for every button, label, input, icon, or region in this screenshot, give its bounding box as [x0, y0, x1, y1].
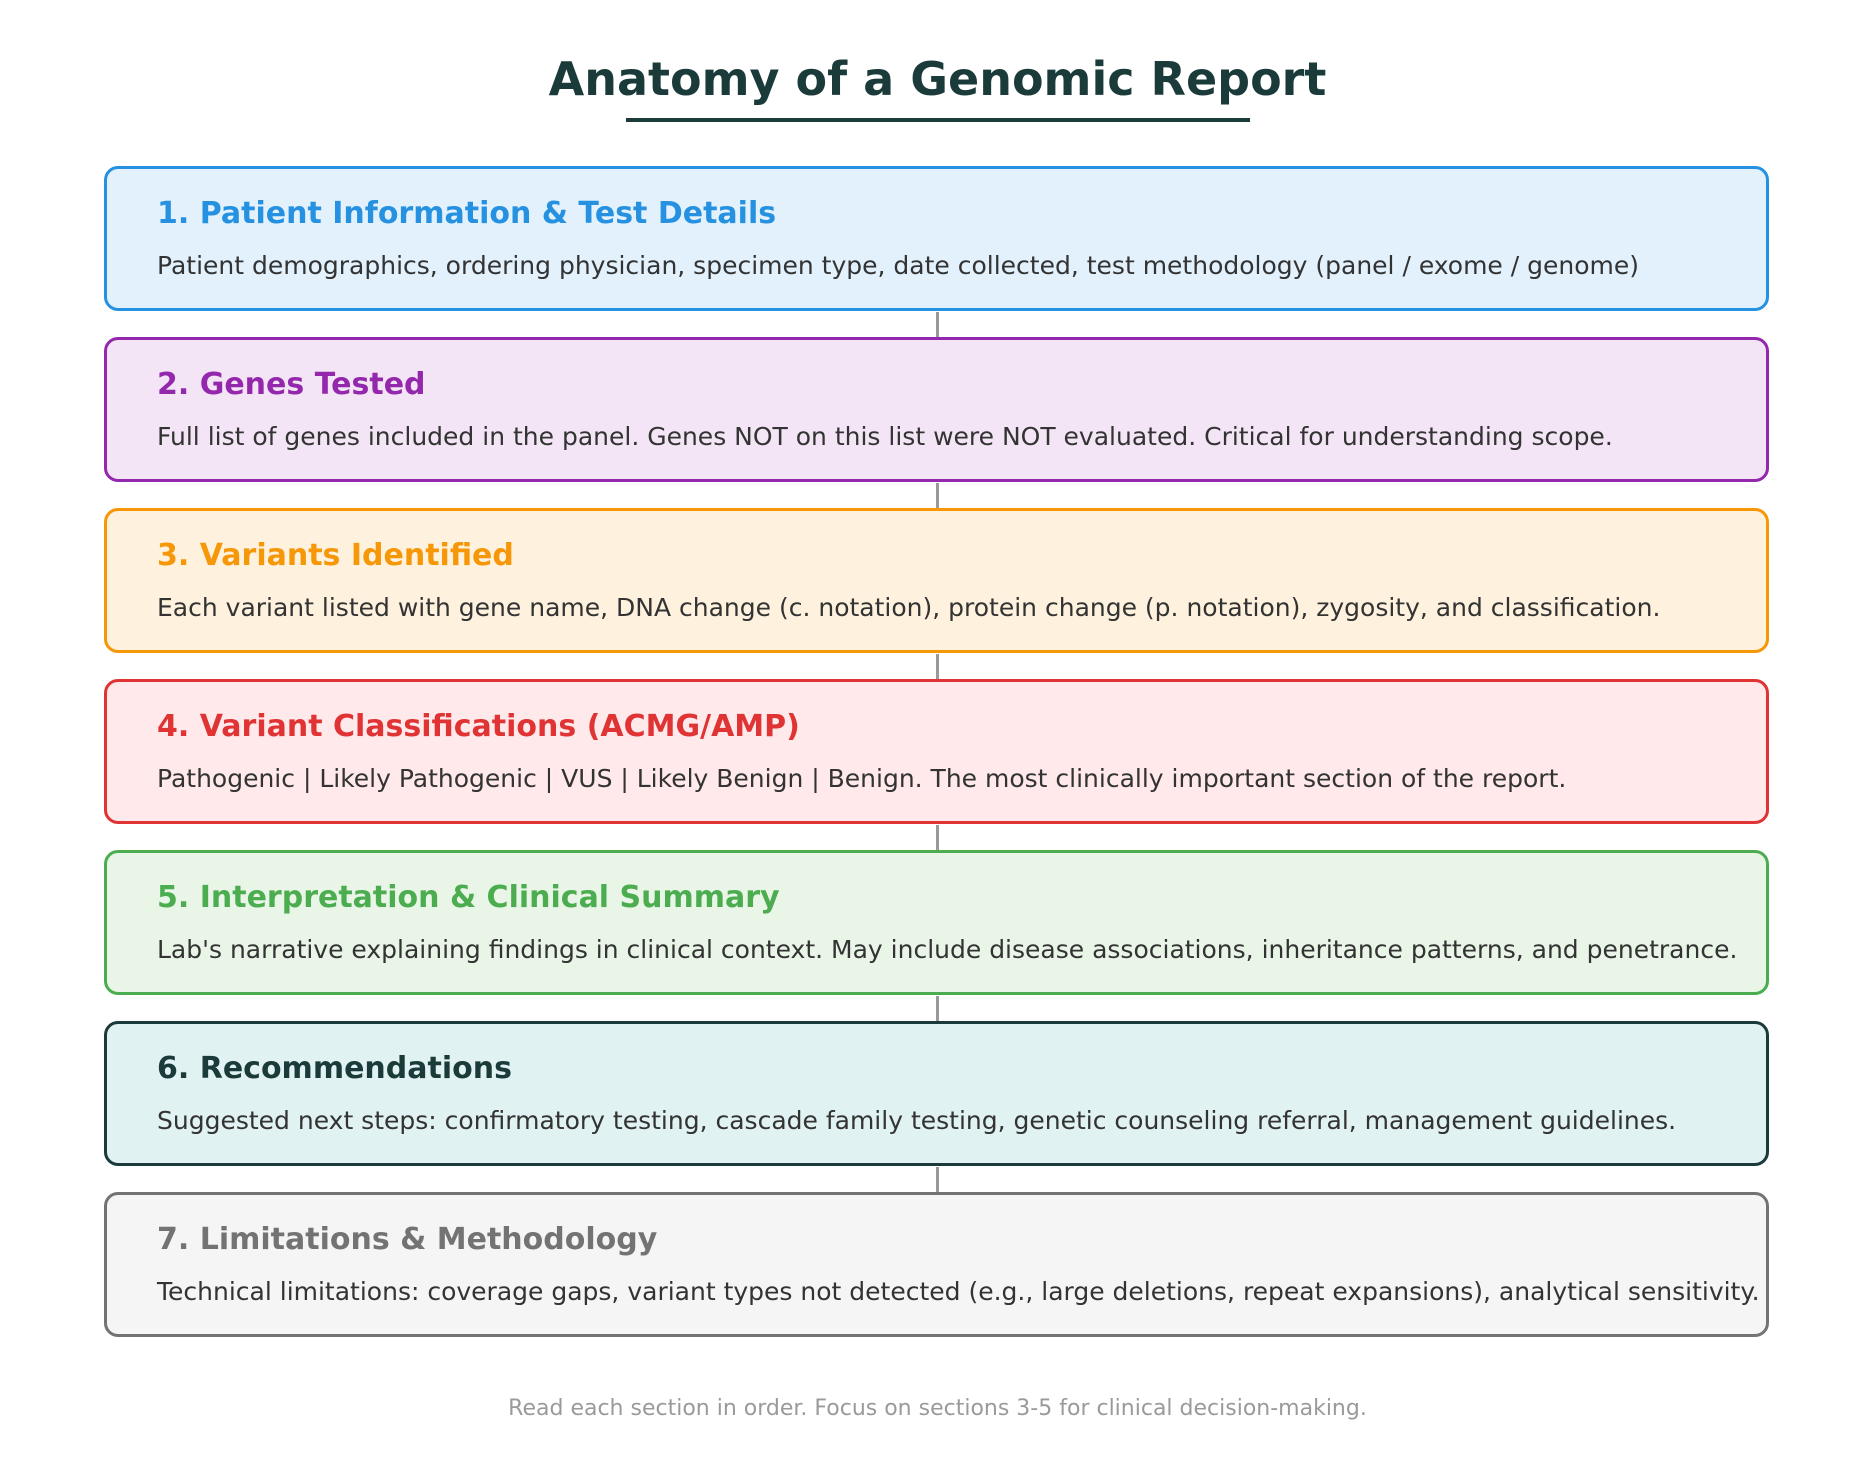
section-card-variants-identified: 3. Variants Identified Each variant list… — [104, 508, 1769, 653]
section-heading: 1. Patient Information & Test Details — [157, 196, 777, 231]
section-heading: 5. Interpretation & Clinical Summary — [157, 880, 780, 915]
section-card-limitations: 7. Limitations & Methodology Technical l… — [104, 1192, 1769, 1337]
connector-6-7 — [936, 1167, 939, 1193]
section-heading: 2. Genes Tested — [157, 367, 426, 402]
section-description: Lab's narrative explaining findings in c… — [157, 935, 1738, 964]
section-card-genes-tested: 2. Genes Tested Full list of genes inclu… — [104, 337, 1769, 482]
connector-2-3 — [936, 483, 939, 509]
section-card-recommendations: 6. Recommendations Suggested next steps:… — [104, 1021, 1769, 1166]
section-description: Each variant listed with gene name, DNA … — [157, 593, 1661, 622]
section-heading: 3. Variants Identified — [157, 538, 514, 573]
section-description: Pathogenic | Likely Pathogenic | VUS | L… — [157, 764, 1567, 793]
diagram-title: Anatomy of a Genomic Report — [548, 52, 1327, 106]
section-description: Suggested next steps: confirmatory testi… — [157, 1106, 1677, 1135]
section-description: Technical limitations: coverage gaps, va… — [157, 1277, 1760, 1306]
section-card-variant-classifications: 4. Variant Classifications (ACMG/AMP) Pa… — [104, 679, 1769, 824]
connector-1-2 — [936, 312, 939, 338]
section-description: Patient demographics, ordering physician… — [157, 251, 1640, 280]
connector-4-5 — [936, 825, 939, 851]
title-underline — [626, 118, 1250, 122]
footer-note: Read each section in order. Focus on sec… — [508, 1396, 1367, 1421]
section-heading: 7. Limitations & Methodology — [157, 1222, 658, 1257]
section-heading: 6. Recommendations — [157, 1051, 512, 1086]
connector-3-4 — [936, 654, 939, 680]
section-description: Full list of genes included in the panel… — [157, 422, 1613, 451]
connector-5-6 — [936, 996, 939, 1022]
section-heading: 4. Variant Classifications (ACMG/AMP) — [157, 709, 800, 744]
section-card-interpretation: 5. Interpretation & Clinical Summary Lab… — [104, 850, 1769, 995]
section-card-patient-information: 1. Patient Information & Test Details Pa… — [104, 166, 1769, 311]
